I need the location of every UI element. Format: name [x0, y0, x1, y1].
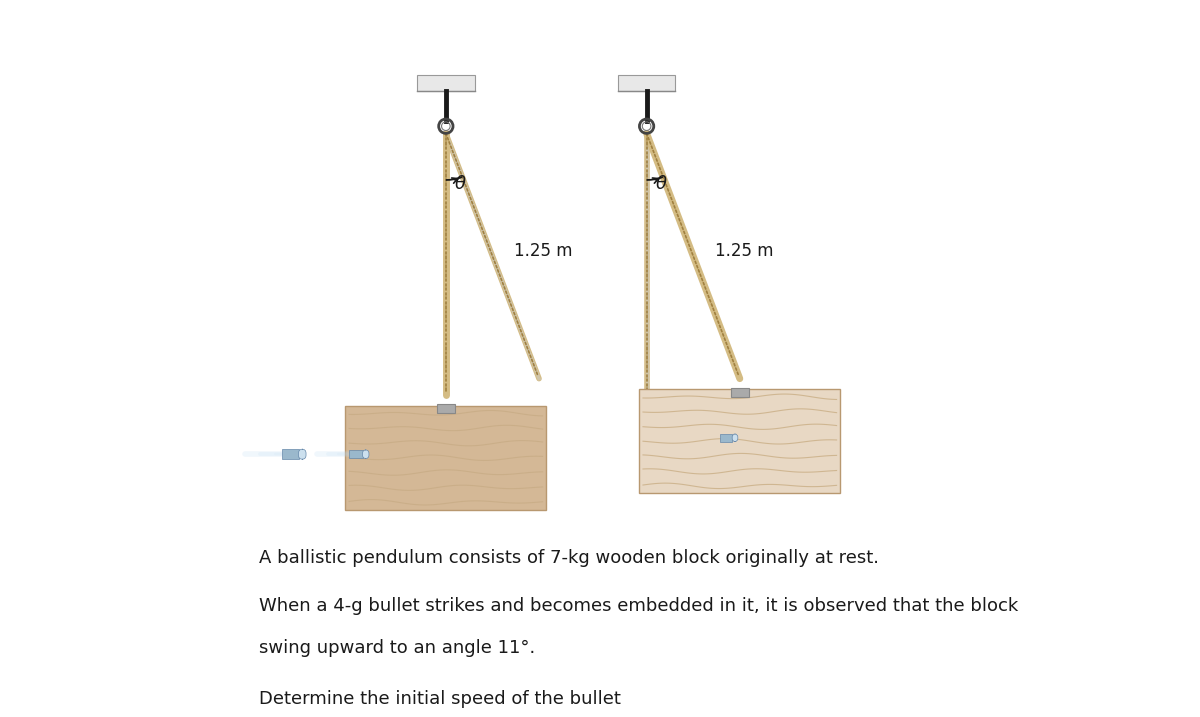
Bar: [731, 388, 749, 397]
Text: 1.25 m: 1.25 m: [514, 242, 572, 260]
Bar: [437, 404, 455, 413]
FancyBboxPatch shape: [732, 434, 738, 442]
Text: θ: θ: [655, 175, 666, 193]
FancyBboxPatch shape: [299, 449, 306, 460]
FancyBboxPatch shape: [618, 75, 676, 91]
Bar: [640, 389, 840, 493]
Bar: [720, 434, 732, 442]
Text: Determine the initial speed of the bullet: Determine the initial speed of the bulle…: [259, 690, 622, 708]
Text: A ballistic pendulum consists of 7-kg wooden block originally at rest.: A ballistic pendulum consists of 7-kg wo…: [259, 549, 880, 566]
Bar: [282, 449, 299, 460]
Text: θ: θ: [455, 175, 466, 193]
FancyBboxPatch shape: [418, 75, 474, 91]
Bar: [346, 406, 546, 510]
Bar: [349, 450, 362, 458]
Text: When a 4-g bullet strikes and becomes embedded in it, it is observed that the bl: When a 4-g bullet strikes and becomes em…: [259, 597, 1019, 615]
Text: swing upward to an angle 11°.: swing upward to an angle 11°.: [259, 639, 535, 657]
FancyBboxPatch shape: [362, 450, 368, 458]
Text: 1.25 m: 1.25 m: [715, 242, 773, 260]
